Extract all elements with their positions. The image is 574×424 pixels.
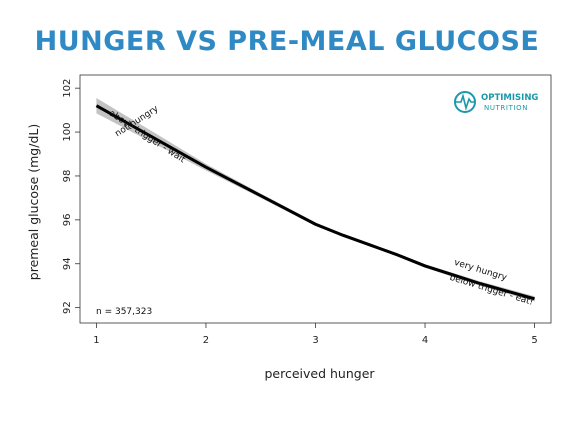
brand-name-line1: OPTIMISING [481, 93, 538, 103]
y-tick-label: 92 [62, 301, 73, 314]
brand-logo: OPTIMISING NUTRITION [454, 91, 538, 113]
y-tick-label: 94 [62, 257, 73, 270]
x-tick-label: 4 [422, 335, 428, 346]
series-line [95, 104, 535, 301]
y-tick-label: 102 [62, 79, 73, 98]
y-tick-label: 100 [62, 123, 73, 142]
x-tick-label: 5 [531, 335, 537, 346]
x-tick-label: 1 [93, 335, 99, 346]
chart-title: HUNGER VS PRE-MEAL GLUCOSE [34, 26, 540, 57]
x-axis-label: perceived hunger [264, 366, 375, 381]
brand-name-line2: NUTRITION [484, 104, 528, 112]
heartbeat-logo-icon [454, 91, 476, 113]
y-tick-label: 96 [62, 213, 73, 226]
x-tick-label: 2 [203, 335, 209, 346]
y-axis-label: premeal glucose (mg/dL) [26, 124, 41, 280]
plot-area: 92 94 96 98 100 102 1 2 3 4 5 perceived hunger preme… [26, 74, 552, 381]
x-tick-label: 3 [312, 335, 318, 346]
sample-size-label: n = 357,323 [96, 307, 152, 317]
y-tick-label: 98 [62, 170, 73, 183]
